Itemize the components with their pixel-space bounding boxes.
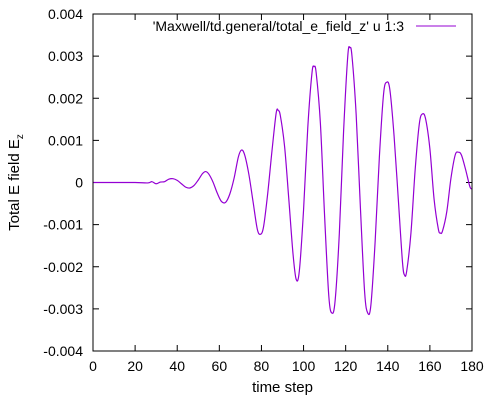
y-tick-label: 0.002	[48, 90, 83, 106]
y-tick-label: -0.002	[43, 259, 83, 275]
x-tick-label: 0	[89, 358, 97, 374]
plot-frame	[92, 13, 473, 352]
legend-label: 'Maxwell/td.general/total_e_field_z' u 1…	[153, 18, 404, 34]
y-tick-label: 0.001	[48, 132, 83, 148]
legend: 'Maxwell/td.general/total_e_field_z' u 1…	[153, 18, 456, 34]
x-tick-label: 100	[292, 358, 316, 374]
y-tick-label: -0.004	[43, 343, 83, 359]
y-tick-label: 0	[75, 175, 83, 191]
x-tick-label: 160	[418, 358, 442, 374]
x-tick-label: 120	[334, 358, 358, 374]
x-tick-label: 180	[460, 358, 484, 374]
y-axis-title-subscript: z	[15, 134, 26, 139]
y-tick-label: 0.004	[48, 6, 83, 22]
x-axis-title: time step	[252, 379, 313, 396]
ticks-layer: 0 20 40 60 80 100 120 140 160 180 -0.004 -0.003 -0.0…	[43, 6, 484, 374]
series-line	[93, 46, 473, 316]
y-axis-title: Total E field Ez	[6, 134, 26, 231]
plot-layer	[93, 46, 473, 316]
y-tick-label: -0.001	[43, 217, 83, 233]
y-axis-title-main: Total E field E	[6, 139, 23, 231]
y-tick-label: -0.003	[43, 301, 83, 317]
x-tick-label: 40	[169, 358, 185, 374]
x-tick-label: 80	[254, 358, 270, 374]
x-tick-label: 140	[376, 358, 400, 374]
x-tick-label: 60	[212, 358, 228, 374]
x-tick-label: 20	[127, 358, 143, 374]
y-tick-label: 0.003	[48, 48, 83, 64]
